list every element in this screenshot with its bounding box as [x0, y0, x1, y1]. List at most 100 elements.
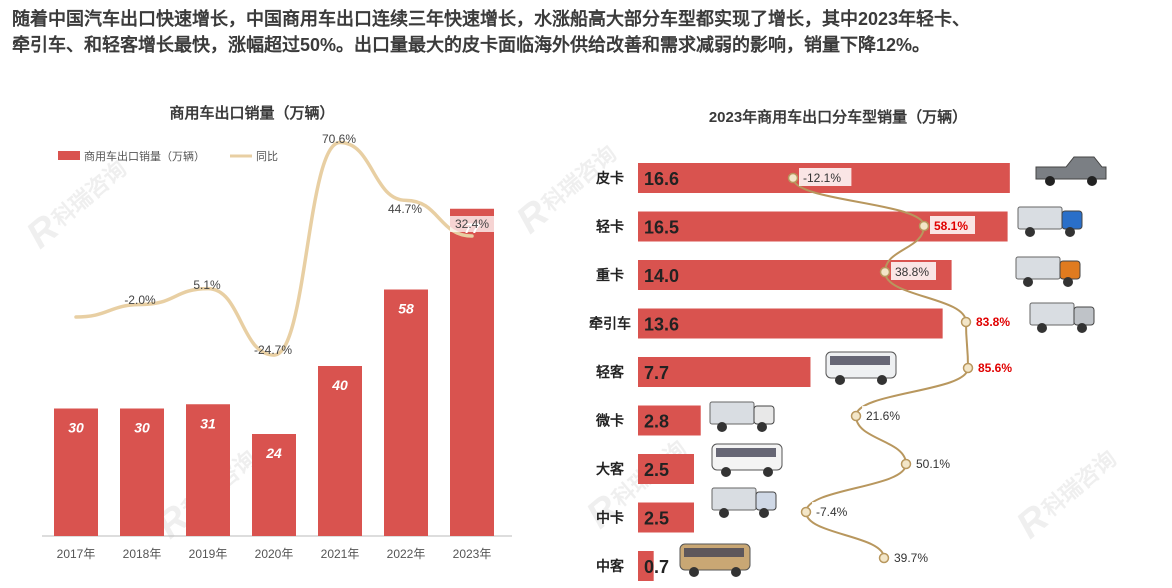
bar — [638, 211, 1008, 242]
bus-body — [711, 443, 783, 471]
bar — [638, 163, 1010, 193]
bus-windows — [830, 356, 890, 365]
growth-label-backdrop — [974, 358, 1019, 376]
x-tick-label: 2022年 — [387, 547, 426, 561]
bar — [638, 260, 952, 290]
growth-label-backdrop — [930, 216, 975, 234]
yoy-label: 70.6% — [322, 132, 356, 146]
bar — [638, 551, 654, 581]
category-label: 轻卡 — [596, 219, 624, 235]
x-tick-label: 2017年 — [57, 547, 96, 561]
bar — [54, 408, 98, 536]
category-label: 皮卡 — [595, 170, 624, 186]
bar — [186, 404, 230, 536]
bar-value-label: 31 — [200, 415, 216, 431]
category-label: 轻客 — [596, 364, 625, 380]
bar-value-label: 30 — [68, 420, 84, 436]
tractor-truck-icon — [1029, 302, 1095, 333]
wheel — [1037, 323, 1047, 333]
wheel — [1063, 277, 1073, 287]
cargo-box — [711, 487, 757, 511]
category-label: 大客 — [596, 461, 625, 477]
growth-label: 38.8% — [895, 265, 929, 279]
bus-windows — [716, 448, 776, 457]
legend-bar-swatch — [58, 151, 80, 160]
bar-value-label: 16.5 — [644, 218, 679, 238]
growth-marker — [960, 316, 972, 328]
cab — [755, 491, 777, 511]
light-bus-icon — [825, 351, 897, 385]
growth-label: 39.7% — [894, 551, 928, 565]
x-tick-label: 2018年 — [123, 547, 162, 561]
headline-line-2: 牵引车、和轻客增长最快，涨幅超过50%。出口量最大的皮卡面临海外供给改善和需求减… — [12, 35, 931, 55]
yoy-line — [74, 140, 474, 357]
wheel — [719, 508, 729, 518]
growth-label-backdrop — [799, 168, 852, 186]
watermark-logo-mark: R — [1009, 497, 1057, 547]
growth-label-backdrop — [862, 406, 907, 424]
x-tick-label: 2019年 — [189, 547, 228, 561]
bus-body — [679, 543, 751, 571]
yoy-label: -2.0% — [124, 293, 156, 307]
watermark-logo-mark: R — [579, 487, 627, 537]
right-chart-title: 2023年商用车出口分车型销量（万辆） — [709, 108, 967, 126]
bar — [638, 502, 694, 533]
wheel — [1045, 176, 1055, 186]
large-bus-icon — [711, 443, 783, 477]
wheel — [689, 567, 699, 577]
yoy-label: 32.4% — [455, 217, 489, 231]
growth-marker — [879, 266, 891, 278]
x-tick-label: 2021年 — [321, 547, 360, 561]
cab — [753, 405, 775, 425]
bar — [120, 408, 164, 536]
growth-marker — [787, 172, 799, 184]
category-label: 牵引车 — [589, 316, 631, 332]
growth-label: -12.1% — [803, 171, 841, 185]
export-volume-chart: R科瑞咨询R科瑞咨询商用车出口销量（万辆）商用车出口销量（万辆）同比302017… — [19, 104, 512, 561]
x-tick-label: 2023年 — [453, 547, 492, 561]
watermark-text: 科瑞咨询 — [608, 436, 691, 512]
bus-windows — [684, 548, 744, 557]
category-label: 中卡 — [596, 510, 624, 526]
bar-value-label: 13.6 — [644, 315, 679, 335]
wheel — [731, 567, 741, 577]
bar — [638, 454, 694, 484]
yoy-label: -24.7% — [254, 343, 292, 357]
wheel — [757, 422, 767, 432]
wheel — [763, 467, 773, 477]
growth-label: 58.1% — [934, 219, 968, 233]
bar — [450, 208, 494, 536]
medium-truck-icon — [711, 487, 777, 518]
headline: 随着中国汽车出口快速增长，中国商用车出口连续三年快速增长，水涨船高大部分车型都实… — [12, 6, 1162, 58]
watermark-text: 科瑞咨询 — [1038, 446, 1121, 522]
bus-body — [825, 351, 897, 379]
wheel — [1087, 176, 1097, 186]
growth-label: 50.1% — [916, 457, 950, 471]
bar-value-label: 7.7 — [644, 363, 669, 383]
growth-marker — [850, 410, 862, 422]
cargo-box — [1029, 302, 1075, 326]
category-label: 重卡 — [596, 267, 624, 283]
medium-bus-icon — [679, 543, 751, 577]
yoy-label: 44.7% — [388, 202, 422, 216]
legend-bar-label: 商用车出口销量（万辆） — [84, 149, 205, 163]
growth-marker — [800, 506, 812, 518]
cargo-box — [709, 401, 755, 425]
growth-label: 85.6% — [978, 361, 1012, 375]
bar-value-label: 2.5 — [644, 460, 669, 480]
category-label: 中客 — [596, 558, 625, 574]
bar — [252, 434, 296, 536]
cab — [1059, 260, 1081, 280]
yoy-label: 5.1% — [193, 278, 221, 292]
bar — [638, 405, 701, 436]
bar — [638, 357, 811, 387]
heavy-truck-icon — [1015, 256, 1081, 287]
growth-marker — [900, 458, 912, 470]
bar — [318, 366, 362, 536]
cab — [1073, 306, 1095, 326]
bar-value-label: 24 — [265, 445, 282, 461]
growth-label-backdrop — [912, 454, 957, 472]
